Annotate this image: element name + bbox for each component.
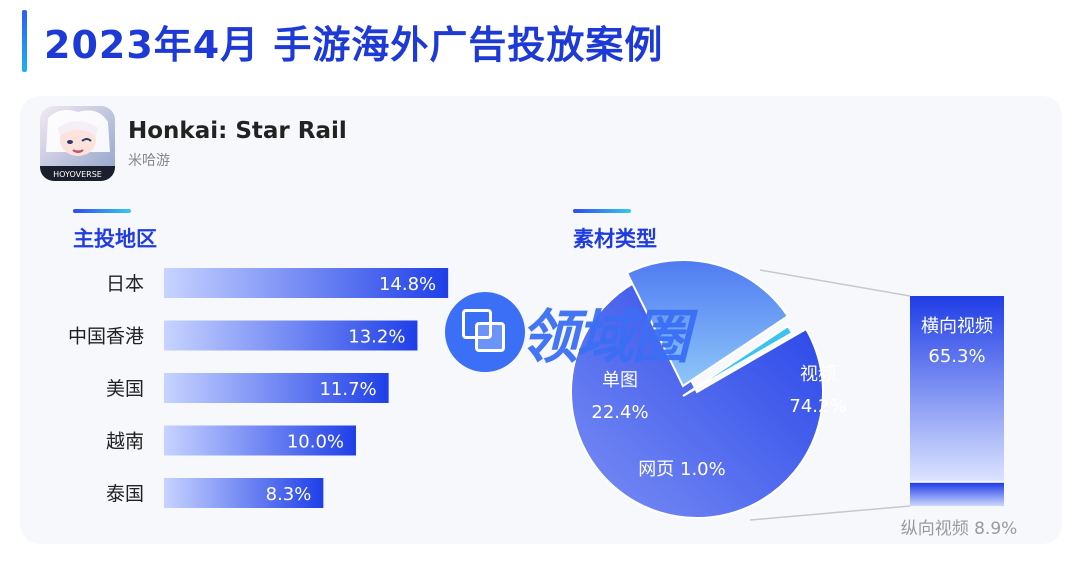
title-accent-bar — [22, 10, 27, 72]
stack-segment — [910, 296, 1004, 481]
pie-slice — [625, 259, 790, 388]
material-section-title: 素材类型 — [573, 227, 657, 251]
pie-slice-label: 网页 1.0% — [638, 459, 725, 480]
connector-line — [759, 269, 911, 297]
app-name: Honkai: Star Rail — [128, 118, 347, 144]
bar-value-label: 13.2% — [348, 327, 405, 348]
bar-value-label: 14.8% — [379, 274, 436, 295]
pie-slice — [570, 277, 824, 519]
bar — [164, 373, 389, 403]
bar-category-label: 中国香港 — [68, 326, 144, 348]
material-pie-chart: 视频 74.2% 单图 22.4% 网页 1.0% 横向视频 65.3% 纵向视频 8.9% — [570, 259, 1018, 539]
bar-category-label: 日本 — [106, 273, 144, 295]
bar-value-label: 11.7% — [319, 379, 376, 400]
bar-category-label: 美国 — [106, 378, 144, 400]
bar — [164, 320, 418, 351]
region-section-title: 主投地区 — [73, 227, 157, 251]
material-section-accent — [573, 209, 631, 213]
stack-segment — [910, 482, 1004, 506]
icon-brand-text: HOYOVERSE — [53, 170, 102, 179]
bar — [164, 425, 356, 456]
app-icon: HOYOVERSE — [40, 106, 115, 181]
region-section-accent — [73, 209, 131, 213]
pie-slice-value: 22.4% — [591, 402, 648, 423]
pie-slice-name: 视频 — [800, 364, 836, 385]
bar — [164, 478, 324, 508]
bar — [164, 268, 449, 298]
page-title: 2023年4月 手游海外广告投放案例 — [44, 23, 664, 67]
stack-segment-name: 横向视频 — [921, 316, 993, 337]
stack-segment-label: 纵向视频 8.9% — [901, 519, 1018, 539]
content-panel — [20, 96, 1062, 544]
watermark-text: 领域圈 — [520, 303, 690, 371]
bar-category-label: 越南 — [106, 431, 144, 453]
pie-slice — [682, 324, 794, 397]
watermark-logo-icon — [445, 292, 525, 372]
bar-value-label: 8.3% — [266, 484, 312, 505]
bar-category-label: 泰国 — [106, 483, 144, 505]
bar-value-label: 10.0% — [287, 432, 344, 453]
pie-slice-name: 单图 — [602, 370, 638, 391]
app-developer: 米哈游 — [128, 153, 170, 169]
connector-line — [749, 505, 911, 521]
pie-slice-value: 74.2% — [789, 396, 846, 417]
stack-segment-value: 65.3% — [928, 346, 985, 367]
region-bar-chart: 日本 14.8% 中国香港 13.2% 美国 11.7% 越南 10.0% 泰国 8.3% — [68, 268, 449, 508]
